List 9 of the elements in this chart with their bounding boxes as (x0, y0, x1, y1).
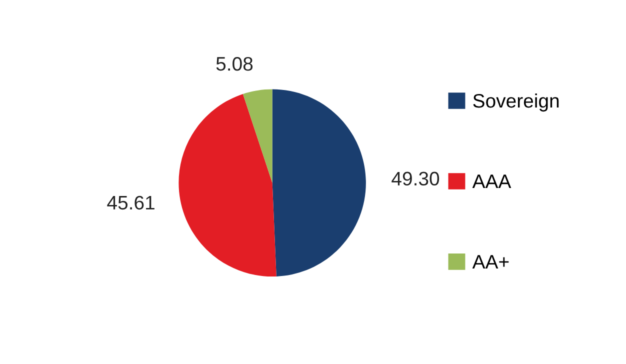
legend-label: AAA (472, 174, 512, 188)
data-label: 5.08 (216, 56, 253, 71)
legend-label: Sovereign (473, 93, 559, 112)
legend-label: AA+ (472, 255, 509, 268)
pie-slice (178, 94, 276, 277)
pie-slice (272, 89, 366, 276)
data-label: 45.61 (107, 196, 154, 210)
data-label: 49.30 (392, 172, 440, 186)
pie-slice (242, 89, 272, 183)
